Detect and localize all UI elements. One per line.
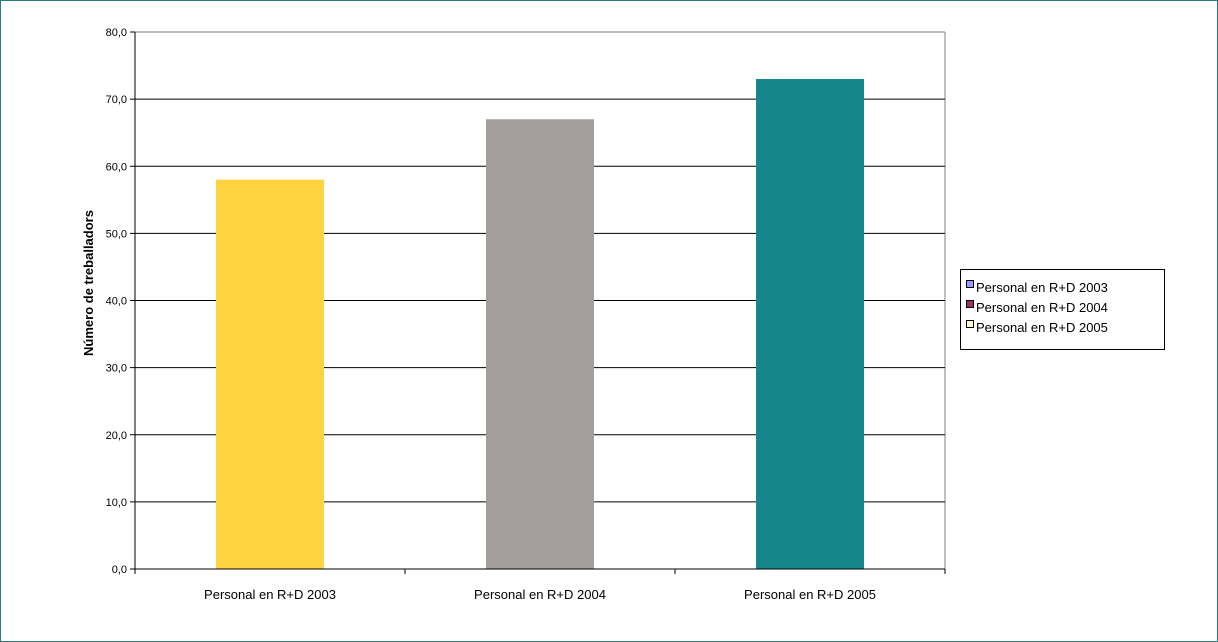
legend-label: Personal en R+D 2003 [976,279,1108,295]
y-axis-title: Número de treballadors [81,210,96,356]
x-category-label: Personal en R+D 2003 [204,587,336,602]
bar [756,78,864,570]
legend-label: Personal en R+D 2004 [976,299,1108,315]
y-tick-label: 20,0 [106,430,127,442]
legend-swatch [966,280,974,288]
bar [216,179,324,570]
y-tick-label: 60,0 [106,161,127,173]
legend-item: Personal en R+D 2003 [966,277,1160,297]
y-tick-label: 80,0 [106,27,127,39]
y-tick-label: 0,0 [112,564,127,576]
x-category-label: Personal en R+D 2004 [474,587,606,602]
bar [486,119,594,569]
y-tick-label: 40,0 [106,296,127,308]
y-tick-label: 30,0 [106,363,127,375]
legend-label: Personal en R+D 2005 [976,319,1108,335]
legend-swatch [966,300,974,308]
legend-swatch [966,320,974,328]
legend-item: Personal en R+D 2004 [966,297,1160,317]
x-category-label: Personal en R+D 2005 [744,587,876,602]
legend: Personal en R+D 2003 Personal en R+D 200… [960,269,1165,350]
y-tick-label: 50,0 [106,228,127,240]
y-tick-label: 70,0 [106,94,127,106]
y-tick-label: 10,0 [106,497,127,509]
legend-item: Personal en R+D 2005 [966,317,1160,337]
